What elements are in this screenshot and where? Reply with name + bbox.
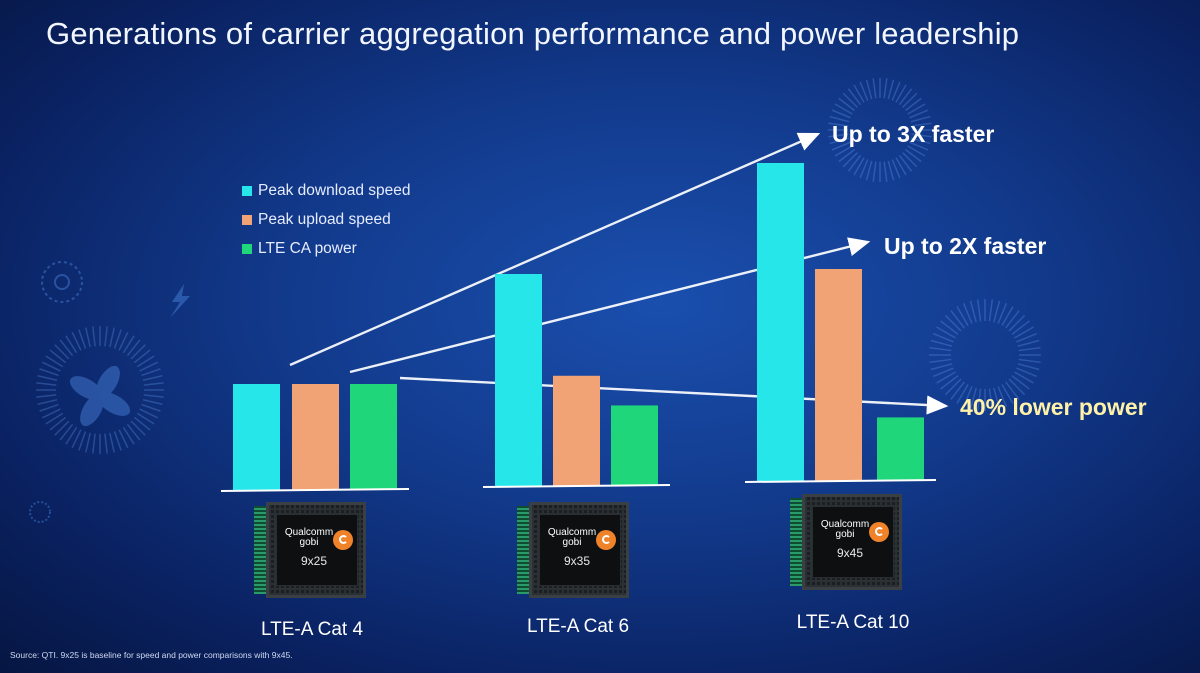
bar-download-1 [233,384,280,490]
chip-brand-line1: Qualcomm [284,527,334,538]
chip-brand-line2: gobi [299,537,319,548]
callout-power: 40% lower power [960,394,1147,420]
small-gear-icon [29,501,51,523]
arrow-power [399,376,949,415]
source-footnote: Source: QTI. 9x25 is baseline for speed … [10,650,293,660]
chip-model: 9x35 [563,554,591,568]
chip-edge [790,498,802,586]
legend-label-power: LTE CA power [258,239,357,257]
sunburst-decor-right [929,299,1041,411]
chip-model: 9x45 [836,546,864,560]
chart-bars [233,163,924,490]
chart-baselines [220,479,937,492]
chip-9x45: Qualcomm gobi 9x45 [790,494,902,590]
callout-upload: Up to 2X faster [884,233,1047,259]
chip-brand-line2: gobi [835,529,855,540]
slide-title: Generations of carrier aggregation perfo… [46,16,1020,51]
bar-power-3 [877,417,924,481]
legend-swatch-upload [242,214,252,225]
legend-swatch-download [242,185,252,196]
chip-9x35: Qualcomm gobi 9x35 [517,502,629,598]
gear-icon [41,261,83,303]
baseline-1 [220,488,410,492]
fan-icon [69,365,131,427]
bar-download-2 [495,274,542,486]
chip-model: 9x25 [300,554,328,568]
chip-brand-line2: gobi [562,537,582,548]
chip-brand: Qualcomm gobi [284,528,334,548]
snapdragon-logo-icon [333,530,353,550]
chip-brand: Qualcomm gobi [547,528,597,548]
chart-legend: Peak download speed Peak upload speed LT… [242,176,411,263]
chip-core [276,514,358,586]
snapdragon-logo-icon [596,530,616,550]
legend-item-download: Peak download speed [242,176,411,205]
baseline-2 [482,484,671,488]
bar-power-1 [350,384,397,490]
legend-item-power: LTE CA power [242,234,411,263]
background-decor [29,78,1041,523]
baseline-3 [744,479,937,483]
arrow-download [289,132,821,367]
callout-download: Up to 3X faster [832,121,995,147]
bar-download-3 [757,163,804,481]
sunburst-decor-top-right [828,78,932,182]
legend-label-upload: Peak upload speed [258,210,391,228]
legend-item-upload: Peak upload speed [242,205,411,234]
category-label-cat6: LTE-A Cat 6 [526,616,630,637]
chip-brand-line1: Qualcomm [820,519,870,530]
chip-edge [517,506,529,594]
chip-core [539,514,621,586]
chip-core [812,506,894,578]
sunburst-decor-left [36,326,164,454]
chip-9x25: Qualcomm gobi 9x25 [254,502,366,598]
snapdragon-logo-icon [869,522,889,542]
legend-label-download: Peak download speed [258,181,411,199]
chip-brand-line1: Qualcomm [547,527,597,538]
chip-edge [254,506,266,594]
chip-brand: Qualcomm gobi [820,520,870,540]
legend-swatch-power [242,243,252,254]
category-label-cat10: LTE-A Cat 10 [796,612,910,633]
bar-upload-1 [292,384,339,490]
lightning-icon [170,284,190,318]
bar-power-2 [611,405,658,486]
bar-upload-3 [815,269,862,481]
category-label-cat4: LTE-A Cat 4 [260,619,364,640]
bar-upload-2 [553,375,600,486]
